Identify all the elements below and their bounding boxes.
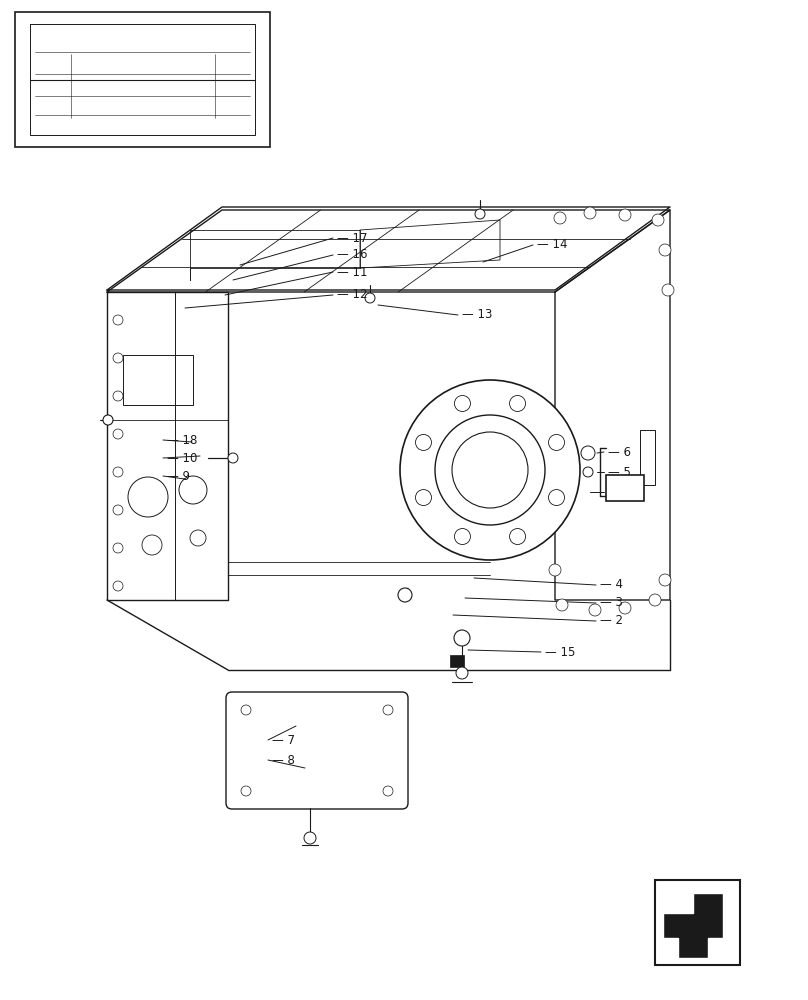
Text: — 11: — 11	[337, 265, 368, 278]
Circle shape	[133, 76, 151, 94]
Circle shape	[113, 505, 123, 515]
Bar	[123, 355, 193, 405]
Circle shape	[113, 543, 123, 553]
Circle shape	[383, 786, 393, 796]
Circle shape	[304, 832, 316, 844]
Circle shape	[190, 530, 206, 546]
Circle shape	[581, 446, 595, 460]
Circle shape	[510, 395, 525, 411]
Text: — 6: — 6	[608, 446, 631, 458]
Circle shape	[619, 602, 631, 614]
Bar	[15, 12, 270, 147]
Bar	[655, 880, 740, 965]
Bar	[239, 99, 255, 127]
Text: — 5: — 5	[608, 466, 631, 479]
Circle shape	[241, 786, 251, 796]
Text: — 2: — 2	[600, 614, 623, 628]
Circle shape	[554, 212, 566, 224]
Circle shape	[584, 207, 596, 219]
Circle shape	[113, 581, 123, 591]
Circle shape	[454, 630, 470, 646]
Circle shape	[475, 209, 485, 219]
Text: — 13: — 13	[462, 308, 492, 322]
Circle shape	[103, 415, 113, 425]
Circle shape	[365, 293, 375, 303]
FancyBboxPatch shape	[226, 692, 408, 809]
Text: — 17: — 17	[337, 232, 368, 244]
Text: — 18: — 18	[167, 434, 197, 446]
Circle shape	[659, 574, 671, 586]
Circle shape	[649, 594, 661, 606]
Text: — 10: — 10	[167, 452, 197, 464]
Circle shape	[454, 395, 470, 411]
Bar	[640, 430, 655, 485]
Circle shape	[179, 476, 207, 504]
Circle shape	[549, 490, 565, 506]
Circle shape	[113, 391, 123, 401]
Text: — 12: — 12	[337, 288, 368, 302]
Text: — 9: — 9	[167, 470, 190, 483]
Circle shape	[113, 467, 123, 477]
Circle shape	[589, 604, 601, 616]
Text: — 4: — 4	[600, 578, 623, 591]
Text: — 7: — 7	[272, 734, 295, 746]
Bar	[86, 30, 187, 54]
Circle shape	[128, 477, 168, 517]
Circle shape	[659, 244, 671, 256]
Circle shape	[619, 209, 631, 221]
Bar	[30, 99, 46, 127]
Circle shape	[662, 284, 674, 296]
Text: — 8: — 8	[272, 754, 295, 766]
Circle shape	[556, 599, 568, 611]
Circle shape	[454, 529, 470, 545]
Text: — 19: — 19	[608, 486, 638, 498]
Circle shape	[400, 380, 580, 560]
Text: — 15: — 15	[545, 646, 575, 658]
Bar	[606, 475, 644, 501]
Circle shape	[510, 529, 525, 545]
Circle shape	[113, 429, 123, 439]
Text: — 16: — 16	[337, 248, 368, 261]
Circle shape	[133, 54, 151, 72]
Circle shape	[452, 432, 528, 508]
Circle shape	[241, 705, 251, 715]
Circle shape	[435, 415, 545, 525]
Circle shape	[228, 453, 238, 463]
Polygon shape	[663, 892, 722, 958]
Circle shape	[415, 434, 431, 450]
Bar	[660, 885, 735, 960]
Circle shape	[652, 214, 664, 226]
Text: — 3: — 3	[600, 596, 623, 609]
Circle shape	[583, 467, 593, 477]
Circle shape	[398, 588, 412, 602]
Circle shape	[415, 490, 431, 506]
Circle shape	[383, 705, 393, 715]
Circle shape	[142, 535, 162, 555]
Circle shape	[456, 667, 468, 679]
Circle shape	[113, 315, 123, 325]
Circle shape	[549, 434, 565, 450]
Circle shape	[549, 564, 561, 576]
Text: 1: 1	[621, 482, 629, 494]
Circle shape	[113, 353, 123, 363]
Bar	[450, 655, 464, 667]
Text: — 14: — 14	[537, 238, 567, 251]
